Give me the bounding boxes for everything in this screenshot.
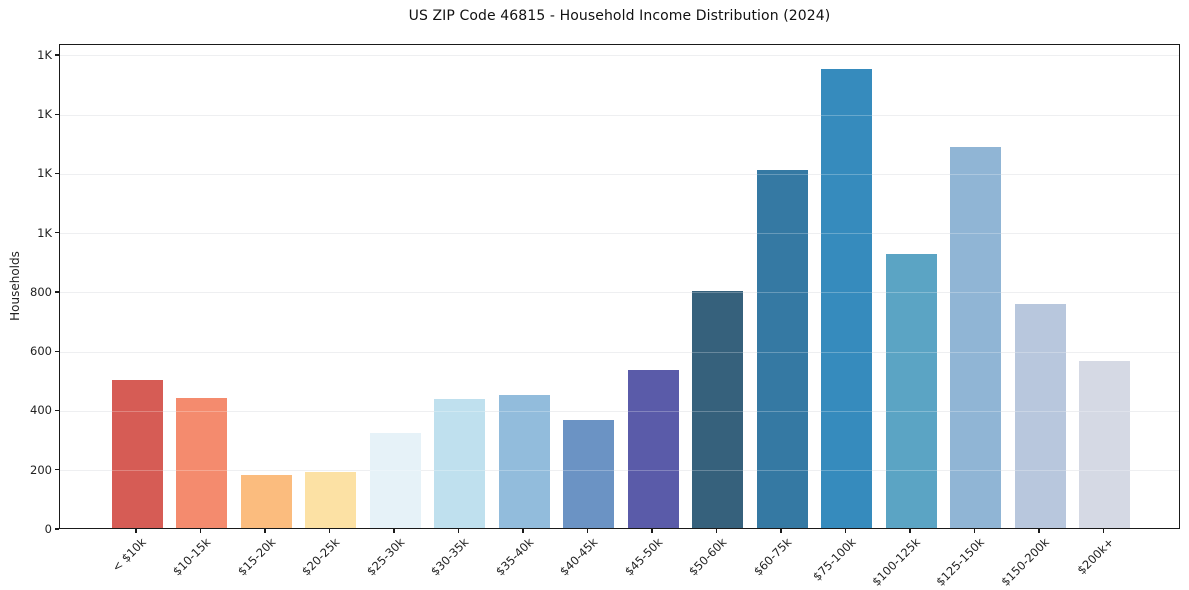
bar-50-60k xyxy=(692,291,743,528)
x-tick-mark-0 xyxy=(135,529,137,533)
bar-75-100k xyxy=(821,68,872,528)
x-tick-label-text-3: $20-25k xyxy=(298,535,343,579)
x-tick-mark-3 xyxy=(328,529,331,533)
x-tick-mark-4 xyxy=(393,529,395,533)
bar-200k xyxy=(1079,360,1130,528)
y-tick-label-6: 1K xyxy=(37,166,52,181)
gridline-600 xyxy=(60,351,1179,353)
x-tick-label-text-0: < $10k xyxy=(109,535,149,575)
x-tick-label-text-8: $45-50k xyxy=(621,535,665,579)
x-tick-mark-12 xyxy=(909,529,911,533)
bar-30-35k xyxy=(434,399,485,528)
x-tick-mark-1 xyxy=(199,529,202,533)
y-tick-label-5: 1K xyxy=(37,225,52,240)
y-tick-label-4: 800 xyxy=(30,284,52,299)
x-tick-mark-9 xyxy=(715,529,718,533)
bar-25-30k xyxy=(369,433,421,528)
gridline-overlay-400 xyxy=(60,410,1179,412)
gridline-1200 xyxy=(60,173,1179,175)
gridline-1600 xyxy=(60,55,1179,57)
x-tick-mark-8 xyxy=(651,529,653,533)
x-tick-label-text-13: $125-150k xyxy=(933,535,988,589)
gridline-overlay-200 xyxy=(60,470,1179,472)
y-tick-mark-3 xyxy=(55,350,59,352)
x-tick-label-text-5: $30-35k xyxy=(427,535,472,579)
gridline-overlay-1600 xyxy=(60,55,1179,57)
y-tick-mark-8 xyxy=(55,54,59,56)
x-tick-label-text-2: $15-20k xyxy=(234,535,278,579)
y-tick-mark-0 xyxy=(55,528,59,530)
x-tick-label-text-11: $75-100k xyxy=(809,535,859,584)
gridline-overlay-800 xyxy=(60,292,1179,294)
x-tick-label-text-9: $50-60k xyxy=(685,535,730,579)
y-tick-label-3: 600 xyxy=(30,344,52,359)
gridline-1000 xyxy=(60,233,1179,235)
gridline-overlay-600 xyxy=(60,351,1179,353)
bar-40-45k xyxy=(563,419,614,528)
x-tick-mark-11 xyxy=(844,529,847,533)
y-tick-mark-6 xyxy=(55,172,59,175)
y-tick-mark-4 xyxy=(55,291,59,293)
x-tick-mark-6 xyxy=(522,529,524,533)
bar-100-125k xyxy=(885,253,937,528)
chart-title: US ZIP Code 46815 - Household Income Dis… xyxy=(408,8,831,24)
x-tick-label-text-15: $200k+ xyxy=(1074,535,1117,578)
bar-20-25k xyxy=(305,471,356,528)
gridline-800 xyxy=(60,292,1179,294)
x-tick-mark-2 xyxy=(264,529,266,533)
x-tick-mark-15 xyxy=(1102,529,1105,533)
gridline-overlay-1200 xyxy=(60,173,1179,175)
plot-area xyxy=(59,44,1180,529)
x-tick-label-text-7: $40-45k xyxy=(556,535,601,579)
bar-10k xyxy=(111,379,163,528)
bar-45-50k xyxy=(627,369,679,528)
x-tick-mark-7 xyxy=(586,529,589,533)
y-tick-label-8: 1K xyxy=(37,47,52,62)
x-tick-label-text-14: $150-200k xyxy=(998,535,1052,589)
y-tick-mark-1 xyxy=(55,469,59,471)
x-tick-mark-5 xyxy=(457,529,460,533)
x-tick-mark-14 xyxy=(1038,529,1040,533)
bar-15-20k xyxy=(240,474,292,528)
bar-60-75k xyxy=(756,169,808,528)
x-tick-mark-13 xyxy=(973,529,976,533)
x-tick-label-text-12: $100-125k xyxy=(869,535,923,589)
gridline-overlay-1000 xyxy=(60,233,1179,235)
x-tick-label-text-10: $60-75k xyxy=(750,535,794,579)
gridline-1400 xyxy=(60,114,1179,116)
bar-125-150k xyxy=(950,147,1001,528)
y-tick-label-7: 1K xyxy=(37,107,52,122)
y-tick-label-2: 400 xyxy=(30,403,52,418)
gridline-overlay-1400 xyxy=(60,114,1179,116)
gridline-400 xyxy=(60,410,1179,412)
y-tick-mark-5 xyxy=(55,232,59,234)
x-tick-label-text-1: $10-15k xyxy=(169,535,214,579)
bar-10-15k xyxy=(176,397,227,528)
gridline-200 xyxy=(60,470,1179,472)
x-tick-mark-10 xyxy=(780,529,782,533)
x-tick-label-text-6: $35-40k xyxy=(492,535,536,579)
bar-35-40k xyxy=(498,394,550,528)
y-tick-label-0: 0 xyxy=(44,522,52,536)
y-tick-mark-7 xyxy=(55,113,59,115)
x-tick-label-text-4: $25-30k xyxy=(363,535,407,579)
y-tick-label-1: 200 xyxy=(30,462,52,477)
bar-150-200k xyxy=(1014,304,1066,528)
y-tick-mark-2 xyxy=(55,409,59,412)
